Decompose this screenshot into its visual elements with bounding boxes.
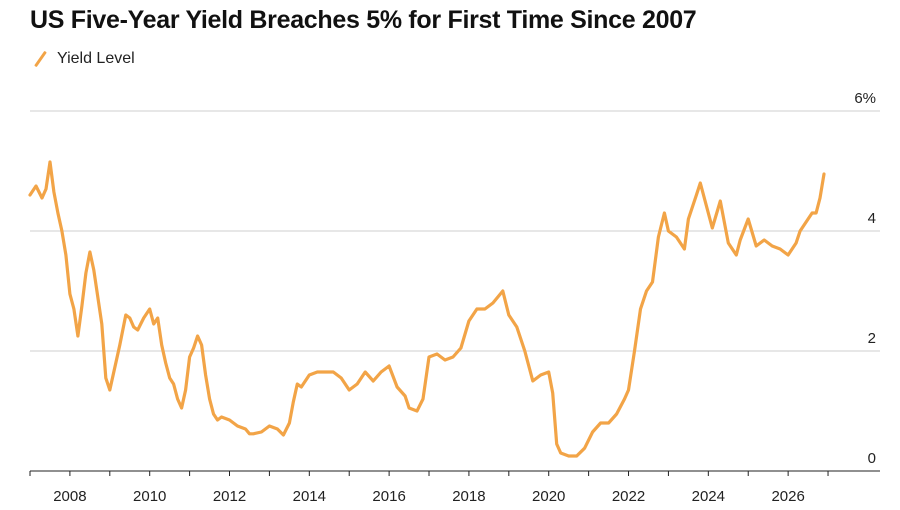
y-axis-labels: 0 2 4 6% <box>854 90 876 467</box>
y-tick-label: 0 <box>868 450 876 467</box>
x-tick-label: 2010 <box>133 488 166 505</box>
legend-label: Yield Level <box>57 50 135 67</box>
legend: Yield Level <box>32 50 135 68</box>
chart-title: US Five-Year Yield Breaches 5% for First… <box>30 6 697 34</box>
y-tick-label: 4 <box>868 210 876 227</box>
x-tick-label: 2014 <box>293 488 326 505</box>
y-tick-label: 2 <box>868 330 876 347</box>
series-line-yield-level <box>28 160 826 458</box>
x-axis: 2008 2010 2012 2014 2016 2018 2020 2022 2024 2026 <box>29 470 880 505</box>
y-tick-label: 6% <box>854 90 876 107</box>
x-tick-label: 2024 <box>692 488 725 505</box>
x-tick-label: 2022 <box>612 488 645 505</box>
x-tick-label: 2012 <box>213 488 246 505</box>
x-tick-label: 2016 <box>372 488 405 505</box>
x-tick-label: 2020 <box>532 488 565 505</box>
x-tick-label: 2018 <box>452 488 485 505</box>
gridlines <box>30 110 880 352</box>
series-layer <box>28 160 826 458</box>
x-tick-label: 2026 <box>771 488 804 505</box>
x-tick-label: 2008 <box>53 488 86 505</box>
